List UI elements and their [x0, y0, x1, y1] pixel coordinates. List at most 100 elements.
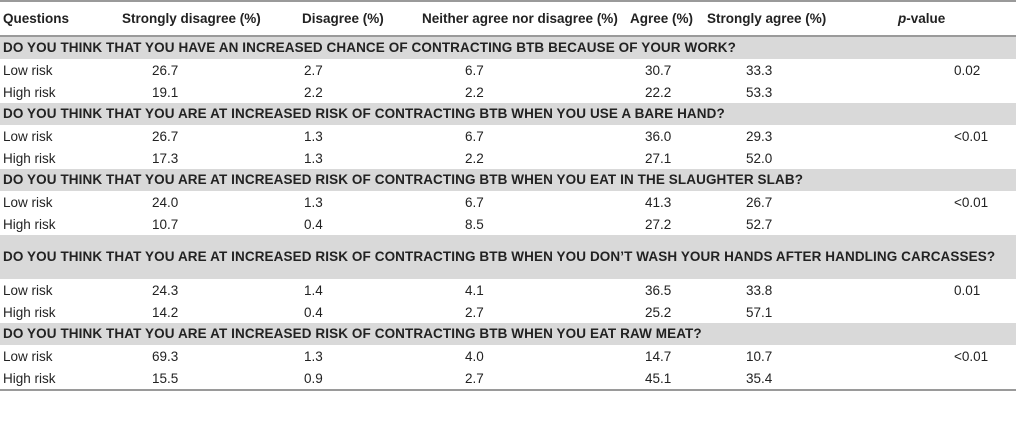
risk-perception-table: Questions Strongly disagree (%) Disagree… [0, 1, 1016, 391]
disagree-cell: 1.3 [304, 150, 323, 166]
question-text: DO YOU THINK THAT YOU HAVE AN INCREASED … [0, 36, 1016, 59]
disagree-cell: 1.3 [304, 128, 323, 144]
p-value-cell [868, 81, 1016, 103]
strongly-disagree-cell: 26.7 [152, 62, 179, 78]
neither-cell: 4.0 [465, 348, 484, 364]
agree-cell: 14.7 [645, 348, 672, 364]
agree-cell: 27.2 [645, 216, 672, 232]
risk-group-cell: Low risk [3, 348, 53, 364]
question-text: DO YOU THINK THAT YOU ARE AT INCREASED R… [0, 235, 1016, 279]
strongly-disagree-cell: 26.7 [152, 128, 179, 144]
strongly-disagree-cell: 17.3 [152, 150, 179, 166]
risk-group-cell: High risk [3, 304, 56, 320]
table-row: High risk 15.5 0.9 2.7 45.1 35.4 [0, 367, 1016, 391]
header-p-value: p-value [868, 1, 1016, 37]
header-strongly-agree: Strongly agree (%) [703, 1, 868, 37]
risk-group-cell: Low risk [3, 128, 53, 144]
p-value-cell: <0.01 [954, 348, 989, 364]
strongly-disagree-cell: 24.3 [152, 282, 179, 298]
risk-group-cell: High risk [3, 216, 56, 232]
disagree-cell: 2.7 [304, 62, 323, 78]
agree-cell: 25.2 [645, 304, 672, 320]
strongly-agree-cell: 26.7 [746, 194, 773, 210]
disagree-cell: 1.3 [304, 194, 323, 210]
strongly-agree-cell: 53.3 [746, 84, 773, 100]
question-row: DO YOU THINK THAT YOU HAVE AN INCREASED … [0, 36, 1016, 59]
strongly-disagree-cell: 69.3 [152, 348, 179, 364]
strongly-agree-cell: 33.3 [746, 62, 773, 78]
risk-group-cell: High risk [0, 367, 116, 391]
strongly-agree-cell: 57.1 [746, 304, 773, 320]
question-row: DO YOU THINK THAT YOU ARE AT INCREASED R… [0, 323, 1016, 345]
strongly-disagree-cell: 24.0 [152, 194, 179, 210]
neither-cell: 4.1 [465, 282, 484, 298]
header-neither: Neither agree nor disagree (%) [418, 1, 626, 37]
neither-cell: 6.7 [465, 128, 484, 144]
agree-cell: 22.2 [645, 84, 672, 100]
strongly-disagree-cell: 15.5 [116, 367, 298, 391]
question-text: DO YOU THINK THAT YOU ARE AT INCREASED R… [0, 169, 1016, 191]
agree-cell: 41.3 [645, 194, 672, 210]
agree-cell: 36.5 [645, 282, 672, 298]
table-row: High risk 19.1 2.2 2.2 22.2 53.3 [0, 81, 1016, 103]
table-row: Low risk 69.3 1.3 4.0 14.7 10.7 <0.01 [0, 345, 1016, 367]
neither-cell: 8.5 [465, 216, 484, 232]
header-questions: Questions [0, 1, 116, 37]
risk-group-cell: High risk [3, 150, 56, 166]
header-row: Questions Strongly disagree (%) Disagree… [0, 1, 1016, 37]
p-value-cell: <0.01 [954, 128, 989, 144]
risk-group-cell: Low risk [3, 62, 53, 78]
header-strongly-disagree: Strongly disagree (%) [116, 1, 298, 37]
strongly-agree-cell: 52.7 [746, 216, 773, 232]
table-row: Low risk 24.3 1.4 4.1 36.5 33.8 0.01 [0, 279, 1016, 301]
neither-cell: 2.2 [465, 84, 484, 100]
p-value-cell [868, 367, 1016, 391]
table-row: High risk 14.2 0.4 2.7 25.2 57.1 [0, 301, 1016, 323]
table-row: High risk 17.3 1.3 2.2 27.1 52.0 [0, 147, 1016, 169]
neither-cell: 6.7 [465, 194, 484, 210]
neither-cell: 2.2 [465, 150, 484, 166]
disagree-cell: 0.9 [298, 367, 418, 391]
header-agree: Agree (%) [626, 1, 703, 37]
header-p-suffix: -value [906, 11, 946, 26]
agree-cell: 30.7 [645, 62, 672, 78]
question-row: DO YOU THINK THAT YOU ARE AT INCREASED R… [0, 235, 1016, 279]
strongly-disagree-cell: 19.1 [152, 84, 179, 100]
agree-cell: 27.1 [645, 150, 672, 166]
strongly-disagree-cell: 14.2 [152, 304, 179, 320]
table-row: Low risk 24.0 1.3 6.7 41.3 26.7 <0.01 [0, 191, 1016, 213]
strongly-agree-cell: 33.8 [746, 282, 773, 298]
disagree-cell: 1.4 [304, 282, 323, 298]
header-disagree: Disagree (%) [298, 1, 418, 37]
question-row: DO YOU THINK THAT YOU ARE AT INCREASED R… [0, 169, 1016, 191]
p-value-cell: 0.01 [954, 282, 981, 298]
table-body: DO YOU THINK THAT YOU HAVE AN INCREASED … [0, 36, 1016, 391]
strongly-agree-cell: 10.7 [746, 348, 773, 364]
strongly-agree-cell: 29.3 [746, 128, 773, 144]
strongly-agree-cell: 52.0 [746, 150, 773, 166]
risk-group-cell: Low risk [3, 282, 53, 298]
p-value-cell: <0.01 [954, 194, 989, 210]
question-row: DO YOU THINK THAT YOU ARE AT INCREASED R… [0, 103, 1016, 125]
neither-cell: 2.7 [418, 367, 626, 391]
table-row: Low risk 26.7 2.7 6.7 30.7 33.3 0.02 [0, 59, 1016, 81]
question-text: DO YOU THINK THAT YOU ARE AT INCREASED R… [0, 103, 1016, 125]
agree-cell: 36.0 [645, 128, 672, 144]
disagree-cell: 1.3 [304, 348, 323, 364]
header-p-italic: p [898, 11, 907, 26]
strongly-disagree-cell: 10.7 [152, 216, 179, 232]
neither-cell: 2.7 [465, 304, 484, 320]
p-value-cell [868, 213, 1016, 235]
risk-group-cell: Low risk [3, 194, 53, 210]
question-text: DO YOU THINK THAT YOU ARE AT INCREASED R… [0, 323, 1016, 345]
risk-group-cell: High risk [3, 84, 56, 100]
disagree-cell: 2.2 [304, 84, 323, 100]
disagree-cell: 0.4 [304, 216, 323, 232]
p-value-cell [868, 301, 1016, 323]
neither-cell: 6.7 [465, 62, 484, 78]
agree-cell: 45.1 [626, 367, 703, 391]
disagree-cell: 0.4 [304, 304, 323, 320]
table-row: Low risk 26.7 1.3 6.7 36.0 29.3 <0.01 [0, 125, 1016, 147]
p-value-cell [868, 147, 1016, 169]
p-value-cell: 0.02 [954, 62, 981, 78]
